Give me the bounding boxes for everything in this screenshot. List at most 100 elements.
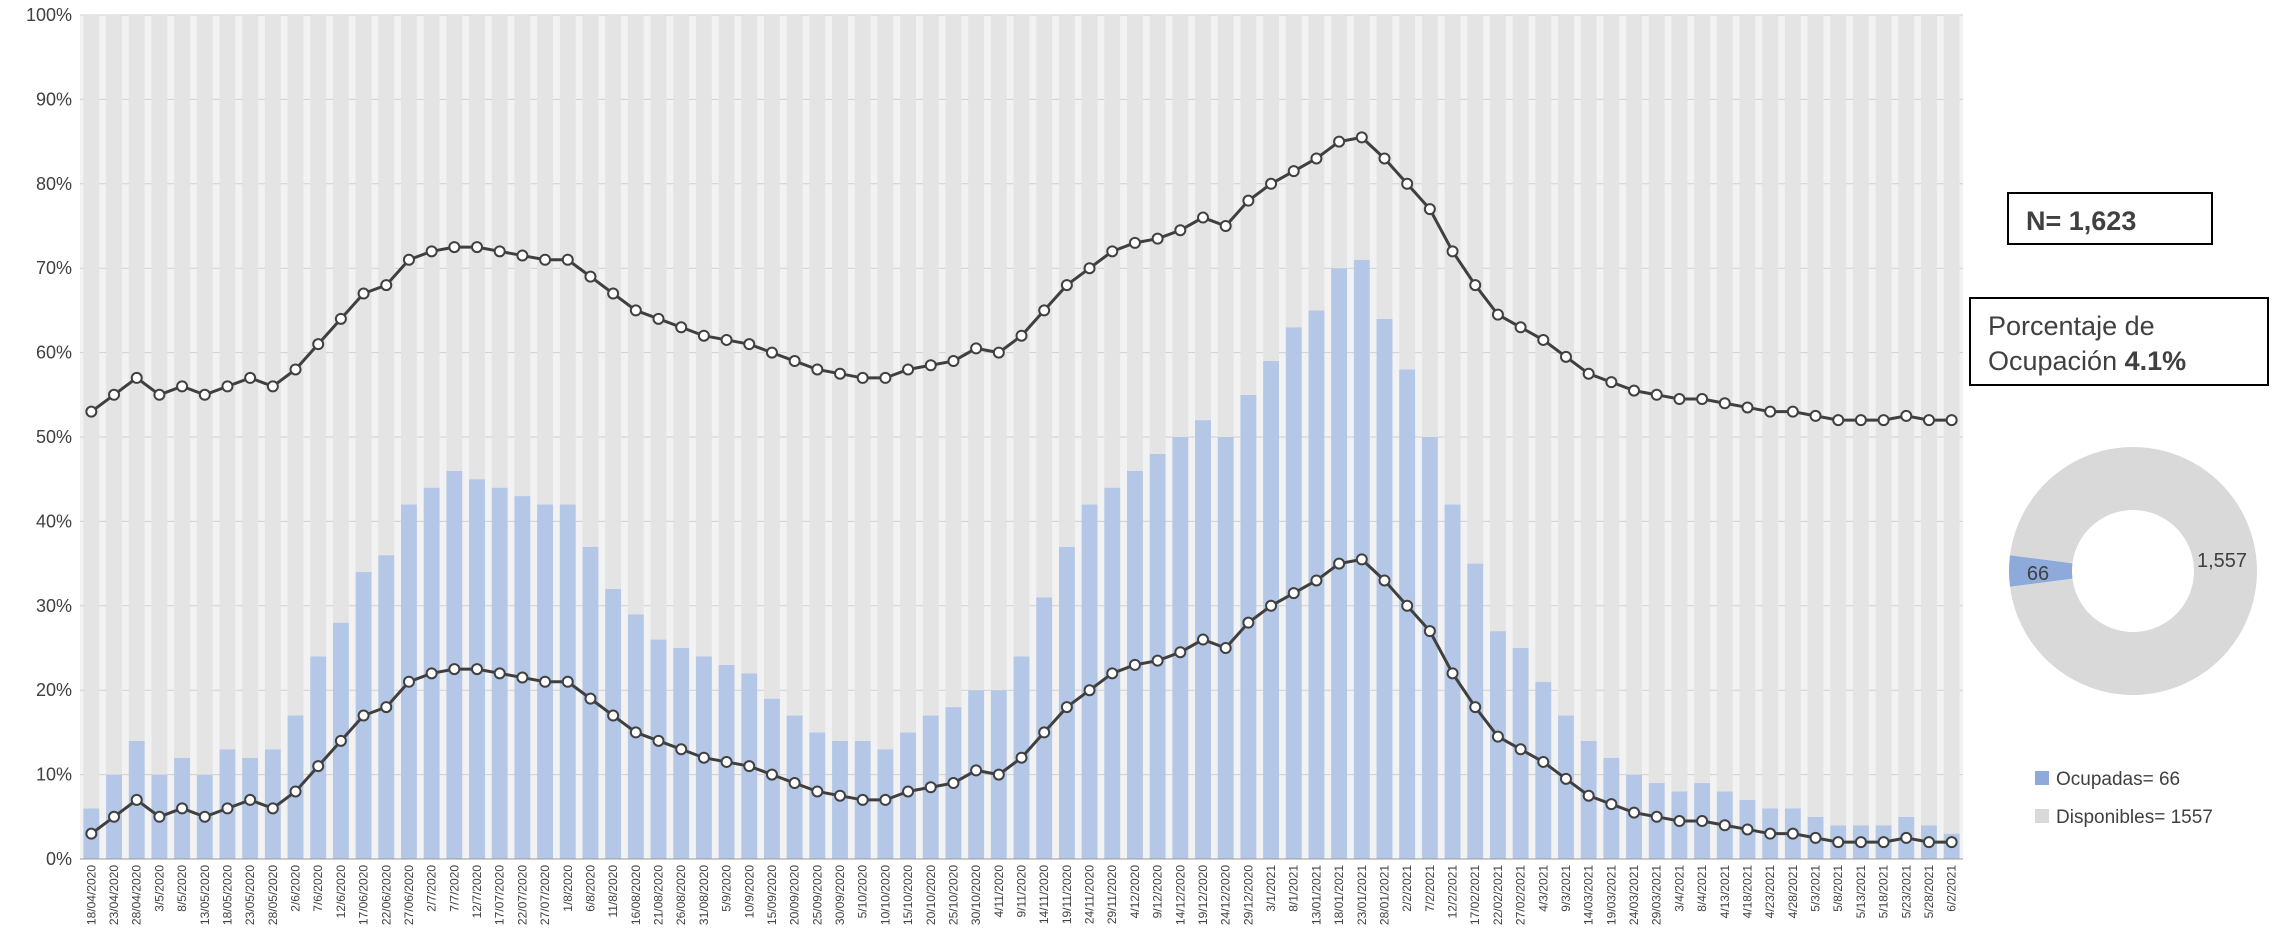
bar	[605, 15, 622, 589]
line-marker	[652, 734, 665, 747]
line-marker	[1650, 388, 1663, 401]
line-marker	[1650, 810, 1663, 823]
bar	[1444, 504, 1461, 859]
x-tick-label: 12/6/2020	[334, 865, 348, 919]
x-tick-label: 29/03/2021	[1650, 865, 1664, 925]
line-marker	[448, 663, 461, 676]
line-marker	[1128, 236, 1141, 249]
line-marker	[221, 802, 234, 815]
x-tick-label: 18/05/2020	[220, 865, 234, 925]
x-tick-label: 27/07/2020	[538, 865, 552, 925]
line-marker	[1038, 726, 1051, 739]
x-tick-label: 28/04/2020	[130, 865, 144, 925]
line-marker	[1196, 211, 1209, 224]
line-marker	[697, 329, 710, 342]
line-marker	[1900, 409, 1913, 422]
line-marker	[1786, 405, 1799, 418]
x-tick-label: 9/11/2020	[1015, 865, 1029, 918]
line-marker	[1265, 599, 1278, 612]
x-tick-label: 5/3/2021	[1809, 865, 1823, 912]
line-marker	[1333, 557, 1346, 570]
line-marker	[1469, 701, 1482, 714]
bar	[310, 15, 327, 657]
line-marker	[1696, 393, 1709, 406]
line-marker	[266, 380, 279, 393]
x-tick-label: 22/06/2020	[379, 865, 393, 925]
line-marker	[1786, 827, 1799, 840]
donut-slice	[2008, 555, 2073, 587]
line-marker	[1922, 414, 1935, 427]
bar	[605, 588, 622, 859]
x-tick-label: 7/2/2021	[1423, 865, 1437, 912]
line-marker	[1446, 667, 1459, 680]
line-marker	[947, 777, 960, 790]
line-marker	[1106, 245, 1119, 258]
line-marker	[1832, 414, 1845, 427]
line-marker	[471, 241, 484, 254]
y-tick-label: 0%	[46, 849, 72, 869]
line-marker	[1265, 177, 1278, 190]
line-marker	[902, 363, 915, 376]
line-marker	[539, 253, 552, 266]
line-marker	[1355, 131, 1368, 144]
line-marker	[1242, 194, 1255, 207]
line-marker	[1174, 224, 1187, 237]
x-tick-label: 10/10/2020	[878, 865, 892, 925]
donut-slice	[2010, 446, 2257, 695]
line-marker	[765, 346, 778, 359]
line-marker	[1764, 827, 1777, 840]
bar	[1489, 631, 1506, 859]
x-tick-label: 18/04/2020	[84, 865, 98, 925]
line-marker	[788, 777, 801, 790]
line-marker	[380, 279, 393, 292]
line-marker	[992, 346, 1005, 359]
line-marker	[1696, 815, 1709, 828]
line-marker	[652, 312, 665, 325]
line-marker	[1287, 165, 1300, 178]
line-marker	[947, 355, 960, 368]
x-tick-label: 3/5/2020	[152, 865, 166, 912]
line-marker	[108, 388, 121, 401]
x-tick-label: 28/01/2021	[1377, 865, 1391, 925]
y-tick-label: 30%	[36, 596, 72, 616]
line-marker	[448, 241, 461, 254]
line-marker	[1514, 321, 1527, 334]
line-marker	[402, 675, 415, 688]
line-marker	[1559, 772, 1572, 785]
x-tick-label: 4/18/2021	[1740, 865, 1754, 919]
line-marker	[1922, 836, 1935, 849]
line-marker	[244, 793, 257, 806]
x-tick-label: 15/09/2020	[765, 865, 779, 925]
line-marker	[1423, 625, 1436, 638]
line-marker	[584, 692, 597, 705]
line-marker	[1491, 730, 1504, 743]
line-marker	[1333, 135, 1346, 148]
occupancy-line2: Ocupación 4.1%	[1988, 346, 2186, 376]
x-tick-label: 5/9/2020	[720, 865, 734, 912]
x-tick-label: 2/6/2020	[289, 865, 303, 912]
line-marker	[856, 793, 869, 806]
line-marker	[1106, 667, 1119, 680]
line-marker	[334, 734, 347, 747]
x-tick-label: 11/8/2020	[606, 865, 620, 918]
line-marker	[108, 810, 121, 823]
y-tick-label: 70%	[36, 258, 72, 278]
line-marker	[516, 671, 529, 684]
line-marker	[1491, 308, 1504, 321]
line-marker	[1310, 574, 1323, 587]
x-tick-label: 8/5/2020	[175, 865, 189, 912]
x-tick-label: 5/10/2020	[856, 865, 870, 919]
bar	[242, 757, 259, 859]
bar	[1081, 504, 1098, 859]
line-marker	[1764, 405, 1777, 418]
bar	[650, 639, 667, 859]
line-marker	[629, 726, 642, 739]
x-tick-label: 5/23/2021	[1899, 865, 1913, 919]
line-marker	[1423, 203, 1436, 216]
legend-swatch	[2035, 771, 2049, 785]
line-marker	[1038, 304, 1051, 317]
y-tick-label: 100%	[26, 5, 72, 25]
line-marker	[198, 810, 211, 823]
line-marker	[1582, 789, 1595, 802]
bar	[1399, 369, 1416, 859]
